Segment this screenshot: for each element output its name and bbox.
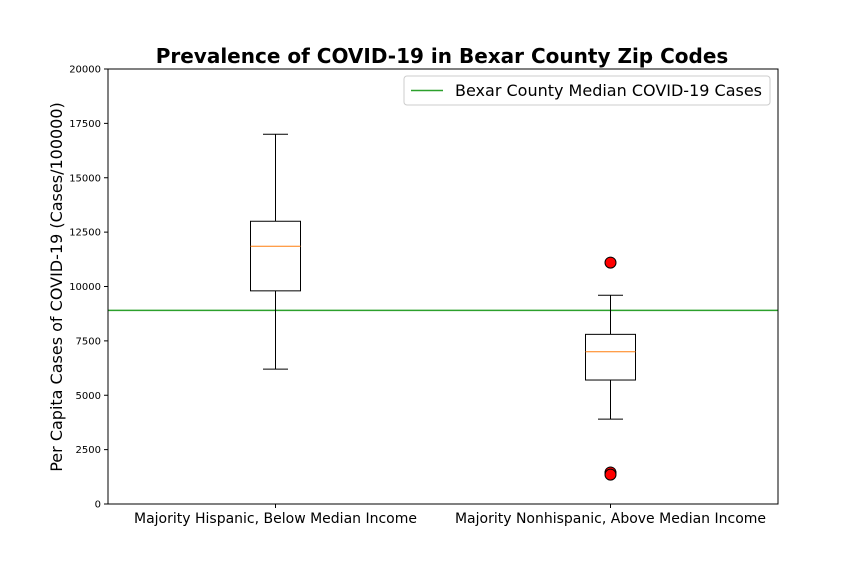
y-tick-label: 15000 <box>69 173 101 184</box>
x-tick-label: Majority Hispanic, Below Median Income <box>134 511 417 527</box>
box-2 <box>585 256 636 481</box>
y-tick-label: 20000 <box>69 65 101 76</box>
y-tick-label: 10000 <box>69 282 101 293</box>
legend: Bexar County Median COVID-19 Cases <box>403 75 771 106</box>
y-tick-label: 5000 <box>76 391 101 402</box>
plot-area <box>108 69 778 504</box>
interquartile-box <box>250 220 301 292</box>
chart-title: Prevalence of COVID-19 in Bexar County Z… <box>156 44 729 68</box>
box-1 <box>250 133 301 370</box>
interquartile-box <box>585 333 636 381</box>
y-tick-label: 17500 <box>69 119 101 130</box>
outlier-point <box>604 468 617 481</box>
y-tick-label: 0 <box>95 500 101 511</box>
legend-label: Bexar County Median COVID-19 Cases <box>455 81 762 100</box>
y-axis-label: Per Capita Cases of COVID-19 (Cases/1000… <box>47 102 66 472</box>
y-tick-label: 7500 <box>76 336 101 347</box>
outlier-point <box>604 256 617 269</box>
y-tick-label: 12500 <box>69 228 101 239</box>
legend-frame <box>403 75 771 106</box>
y-tick-label: 2500 <box>76 445 101 456</box>
x-tick-label: Majority Nonhispanic, Above Median Incom… <box>455 511 766 527</box>
